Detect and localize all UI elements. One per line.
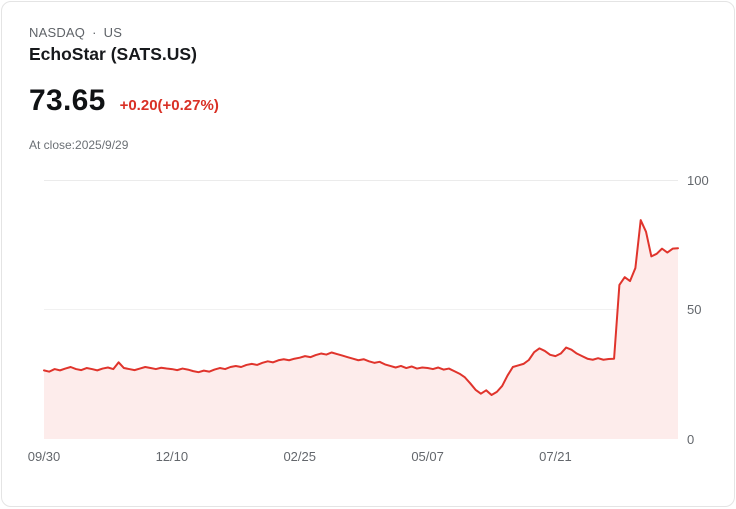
x-axis-tick: 09/30 (27, 449, 61, 464)
price-area (44, 220, 678, 439)
y-axis-tick-0: 0 (687, 432, 695, 447)
x-axis-tick: 05/07 (411, 449, 444, 464)
x-axis-tick: 02/25 (283, 449, 316, 464)
exchange-info: NASDAQ · US (29, 25, 122, 40)
as-of-timestamp: At close:2025/9/29 (29, 138, 129, 152)
price-row: 73.65 +0.20(+0.27%) (29, 84, 219, 118)
exchange-label: NASDAQ (29, 25, 86, 40)
stock-name: EchoStar (SATS.US) (29, 44, 197, 64)
x-axis-tick: 12/10 (155, 449, 189, 464)
region-label: US (103, 25, 123, 40)
chart-plot-area[interactable] (43, 180, 679, 439)
price-line (43, 219, 679, 396)
current-price: 73.65 (29, 84, 106, 117)
y-axis-tick-50: 50 (687, 302, 702, 317)
price-change: +0.20(+0.27%) (119, 97, 219, 114)
x-axis-tick: 07/21 (539, 449, 572, 464)
y-axis-tick-100: 100 (687, 173, 709, 188)
price-chart-svg (43, 180, 679, 439)
x-axis-labels: 09/30 12/10 02/25 05/07 07/21 (28, 449, 678, 465)
separator-dot: · (92, 25, 97, 40)
